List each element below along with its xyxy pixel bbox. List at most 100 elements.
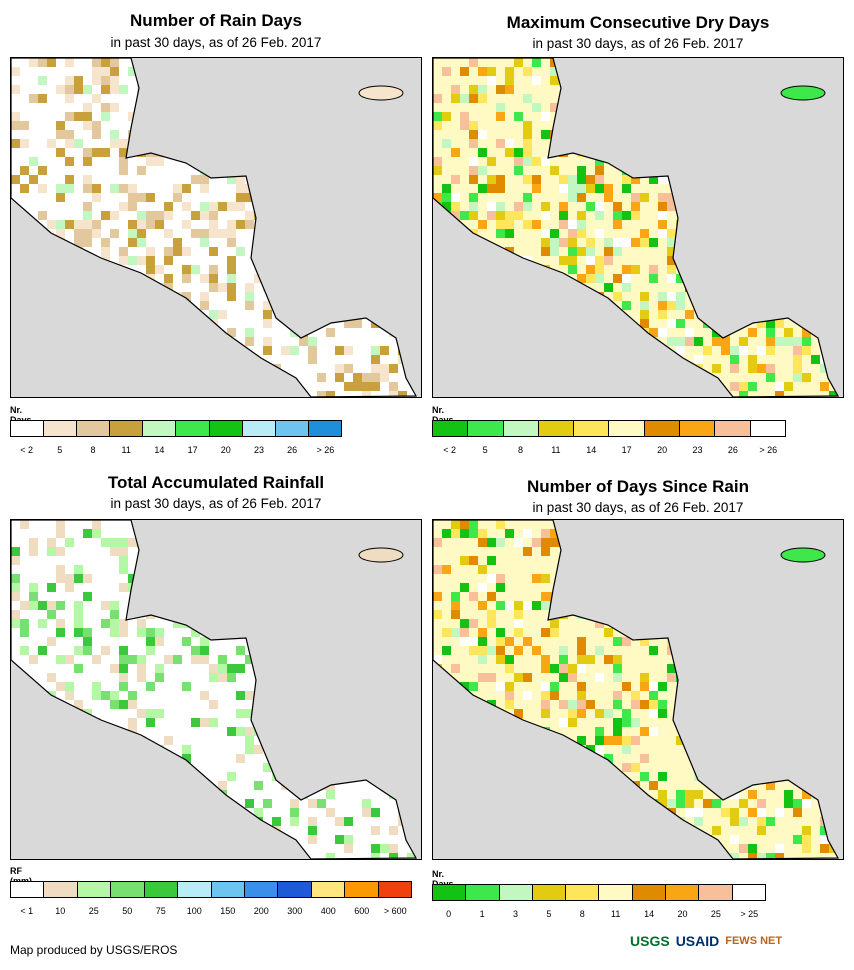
legend-swatch bbox=[77, 882, 112, 897]
legend-tick-label: 20 bbox=[657, 445, 668, 455]
legend-swatch bbox=[566, 885, 600, 900]
legend-swatch bbox=[466, 885, 500, 900]
legend-swatch bbox=[574, 421, 610, 436]
island bbox=[780, 547, 826, 563]
legend-swatch bbox=[468, 421, 504, 436]
map-rain-days bbox=[10, 57, 422, 398]
panel-subtitle: in past 30 days, as of 26 Feb. 2017 bbox=[532, 36, 744, 51]
legend-swatch bbox=[11, 882, 45, 897]
coastline bbox=[433, 58, 840, 397]
legend-tick-label: 3 bbox=[512, 909, 519, 919]
legend-tick-label: 600 bbox=[354, 906, 370, 916]
legend-tick-label: 26 bbox=[287, 445, 298, 455]
legend-tick-label: 8 bbox=[579, 909, 585, 919]
legend-tick-label: 150 bbox=[220, 906, 236, 916]
map-total-rainfall bbox=[10, 519, 422, 860]
legend-tick-label: < 2 bbox=[443, 445, 457, 455]
legend-tick-label: 23 bbox=[253, 445, 265, 455]
legend-swatch bbox=[244, 882, 279, 897]
legend-tick-label: 100 bbox=[186, 906, 202, 916]
legend-swatch bbox=[632, 885, 667, 900]
legend-bar bbox=[432, 420, 786, 437]
legend-swatch bbox=[278, 882, 312, 897]
legend-ticks: 0 1 3 5 8 11 14 20 25 > 25 bbox=[432, 909, 766, 921]
island bbox=[358, 547, 404, 563]
legend-tick-label: 14 bbox=[644, 909, 655, 919]
agency-logos: USGS USAID FEWS NET bbox=[630, 933, 782, 949]
legend-swatch bbox=[499, 885, 533, 900]
legend-tick-label: < 2 bbox=[20, 445, 33, 455]
footer-credit: Map produced by USGS/EROS bbox=[10, 943, 178, 957]
legend-swatch bbox=[433, 421, 469, 436]
legend-bar bbox=[10, 420, 342, 437]
legend-tick-label: 300 bbox=[287, 906, 303, 916]
legend-swatch bbox=[211, 882, 245, 897]
legend-tick-label: 11 bbox=[611, 909, 621, 919]
legend-swatch bbox=[378, 882, 412, 897]
legend-swatch bbox=[44, 882, 78, 897]
legend-swatch bbox=[599, 885, 633, 900]
legend-swatch bbox=[503, 421, 539, 436]
legend-swatch bbox=[144, 882, 179, 897]
legend-tick-label: 1 bbox=[479, 909, 485, 919]
legend-tick-label: 0 bbox=[446, 909, 452, 919]
legend-bar bbox=[432, 884, 766, 901]
legend-swatch bbox=[110, 421, 144, 436]
panel-title: Number of Days Since Rain bbox=[526, 477, 749, 496]
legend-tick-label: 14 bbox=[586, 445, 597, 455]
coastline bbox=[11, 520, 418, 859]
legend-swatch bbox=[538, 421, 575, 436]
panel-subtitle: in past 30 days, as of 26 Feb. 2017 bbox=[532, 500, 744, 515]
legend-tick-label: 400 bbox=[320, 906, 336, 916]
fews-net-logo: FEWS NET bbox=[725, 935, 783, 947]
legend-swatch bbox=[143, 421, 177, 436]
legend-ticks: < 1 10 25 50 75 100 150 200 300 400 600 > 600 bbox=[10, 906, 412, 918]
island bbox=[358, 85, 404, 101]
legend-tick-label: 26 bbox=[727, 445, 738, 455]
legend-tick-label: 5 bbox=[546, 909, 552, 919]
legend-tick-label: 75 bbox=[155, 906, 166, 916]
legend-tick-label: 20 bbox=[677, 909, 688, 919]
legend-swatch bbox=[680, 421, 716, 436]
legend-swatch bbox=[308, 421, 341, 436]
legend-swatch bbox=[311, 882, 346, 897]
legend-tick-label: 11 bbox=[121, 445, 131, 455]
legend-tick-label: 10 bbox=[55, 906, 66, 916]
legend-tick-label: 8 bbox=[517, 445, 524, 455]
legend-swatch bbox=[532, 885, 567, 900]
legend-swatch bbox=[609, 421, 645, 436]
legend-swatch bbox=[644, 421, 681, 436]
legend-tick-label: 17 bbox=[187, 445, 198, 455]
legend-tick-label: > 25 bbox=[740, 909, 759, 919]
legend-ticks: < 2 5 8 11 14 17 20 23 26 > 26 bbox=[432, 445, 786, 457]
legend-swatch bbox=[732, 885, 765, 900]
legend-tick-label: 5 bbox=[482, 445, 488, 455]
legend-tick-label: > 26 bbox=[759, 445, 778, 455]
legend-tick-label: 14 bbox=[154, 445, 165, 455]
legend-swatch bbox=[11, 421, 45, 436]
legend-tick-label: 8 bbox=[90, 445, 96, 455]
legend-tick-label: 25 bbox=[710, 909, 721, 919]
usaid-logo: USAID bbox=[675, 933, 720, 949]
legend-swatch bbox=[178, 882, 212, 897]
legend-tick-label: 23 bbox=[692, 445, 703, 455]
legend-swatch bbox=[433, 885, 467, 900]
legend-swatch bbox=[242, 421, 276, 436]
panel-title: Number of Rain Days bbox=[130, 11, 302, 30]
panel-subtitle: in past 30 days, as of 26 Feb. 2017 bbox=[110, 35, 322, 50]
legend-swatch bbox=[345, 882, 379, 897]
island bbox=[780, 85, 826, 101]
legend-tick-label: < 1 bbox=[20, 906, 34, 916]
legend-swatch bbox=[699, 885, 733, 900]
legend-swatch bbox=[209, 421, 243, 436]
legend-tick-label: 11 bbox=[551, 445, 561, 455]
legend-tick-label: 50 bbox=[122, 906, 133, 916]
legend-swatch bbox=[715, 421, 751, 436]
map-days-since-rain bbox=[432, 519, 844, 860]
legend-tick-label: 25 bbox=[88, 906, 99, 916]
legend-swatch bbox=[176, 421, 210, 436]
legend-tick-label: 200 bbox=[253, 906, 269, 916]
coastline bbox=[11, 58, 418, 397]
legend-swatch bbox=[275, 421, 309, 436]
panel-title: Total Accumulated Rainfall bbox=[107, 473, 325, 492]
